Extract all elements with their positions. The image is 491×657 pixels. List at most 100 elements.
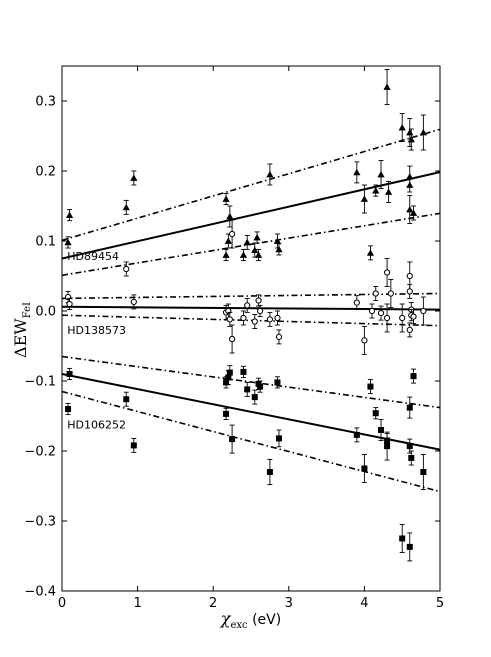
data-point-circle (251, 318, 258, 325)
data-point-triangle (222, 195, 230, 202)
data-point-triangle (275, 245, 283, 253)
data-point-circle (229, 335, 236, 343)
data-point-triangle (372, 187, 380, 194)
data-point-square (361, 465, 368, 472)
x-tick-label: 3 (285, 596, 293, 611)
data-point-circle (406, 288, 413, 295)
data-point-triangle (266, 170, 274, 178)
series-labels: HD89454 HD138573 HD106252 (67, 250, 126, 432)
data-point-triangle (419, 128, 427, 136)
data-point-square (384, 437, 391, 444)
data-point-triangle (366, 249, 375, 256)
y-axis-label-main: ΔEW (11, 318, 30, 358)
data-point-square (353, 431, 360, 438)
y-tick-label: −0.2 (24, 445, 56, 460)
axis-ticks: 0 1 2 3 4 5 −0.4 −0.3 −0.2 −0.1 0.0 0.1 0.2 0.3 (24, 66, 444, 611)
data-point-circle (368, 307, 376, 315)
data-point-circle (244, 302, 251, 309)
lower-envelope-line (62, 212, 440, 277)
data-point-triangle (273, 237, 282, 244)
fit-line (62, 373, 440, 451)
data-point-triangle (122, 203, 130, 211)
data-point-circle (383, 314, 391, 322)
data-point-circle (410, 313, 417, 320)
data-point-triangle (353, 168, 361, 176)
data-point-circle (353, 299, 360, 306)
data-point-triangle (64, 238, 72, 246)
data-point-square (226, 369, 233, 376)
data-point-circle (275, 333, 283, 340)
data-point-triangle (222, 251, 230, 258)
data-point-square (251, 394, 258, 401)
data-point-square (225, 374, 232, 381)
series-label: HD106252 (67, 419, 126, 432)
data-point-square (378, 427, 385, 433)
data-point-circle (266, 316, 273, 323)
data-point-square (244, 386, 251, 393)
data-point-square (275, 435, 282, 442)
data-point-circle (377, 310, 385, 317)
data-point-triangle (130, 174, 138, 181)
data-point-triangle (406, 128, 414, 136)
data-point-square (266, 469, 273, 475)
x-axis-label-sub: exc (230, 620, 248, 631)
data-point-square (410, 373, 417, 380)
data-point-triangle (406, 181, 414, 188)
y-tick-label: −0.4 (24, 585, 56, 600)
data-point-circle (406, 272, 413, 280)
series-label: HD89454 (67, 250, 119, 263)
data-point-triangle (398, 124, 406, 131)
data-point-circle (420, 307, 427, 315)
data-point-triangle (243, 238, 251, 246)
data-point-square (420, 469, 427, 475)
data-point-circle (130, 298, 137, 305)
data-point-square (229, 436, 236, 443)
data-point-square (240, 368, 247, 375)
data-point-circle (240, 314, 247, 322)
data-point-triangle (409, 209, 418, 216)
upper-envelope-line (62, 355, 440, 409)
data-point-square (274, 379, 281, 386)
data-point-circle (387, 290, 394, 297)
y-axis-label-sub: FeI (22, 302, 33, 318)
data-point-square (372, 410, 379, 417)
data-point-circle (256, 307, 264, 315)
data-point-triangle (360, 195, 368, 202)
data-point-circle (274, 314, 281, 322)
x-tick-label: 2 (209, 596, 217, 611)
data-point-circle (255, 297, 262, 304)
lower-envelope-line (62, 314, 440, 327)
upper-envelope-line (62, 292, 440, 300)
x-tick-label: 0 (58, 596, 66, 611)
data-point-triangle (65, 211, 74, 218)
data-point-triangle (384, 188, 393, 195)
data-point-circle (66, 300, 73, 308)
x-tick-label: 5 (436, 596, 444, 611)
data-point-square (406, 443, 413, 450)
data-point-square (66, 371, 73, 377)
y-tick-label: 0.2 (35, 165, 56, 180)
data-point-triangle (406, 205, 414, 213)
fit-lines (62, 128, 440, 493)
data-point-circle (399, 314, 406, 322)
data-point-circle (383, 269, 391, 276)
data-point-triangle (407, 135, 415, 143)
plot-frame (61, 65, 441, 592)
data-point-square (408, 455, 415, 461)
series-label: HD138573 (67, 324, 126, 337)
fit-line (62, 305, 440, 311)
data-point-square (223, 410, 230, 417)
data-point-square (399, 535, 406, 542)
data-point-square (65, 406, 72, 412)
y-tick-label: 0.3 (35, 95, 56, 110)
x-tick-label: 4 (360, 596, 368, 611)
data-point-circle (226, 316, 233, 323)
data-point-triangle (253, 233, 261, 241)
data-point-square (123, 396, 130, 403)
data-point-square (257, 383, 264, 390)
data-point-circle (123, 265, 130, 273)
y-tick-label: 0.1 (35, 235, 56, 250)
y-tick-label: −0.3 (24, 515, 56, 530)
x-axis-label: χexc (eV) (220, 609, 281, 631)
